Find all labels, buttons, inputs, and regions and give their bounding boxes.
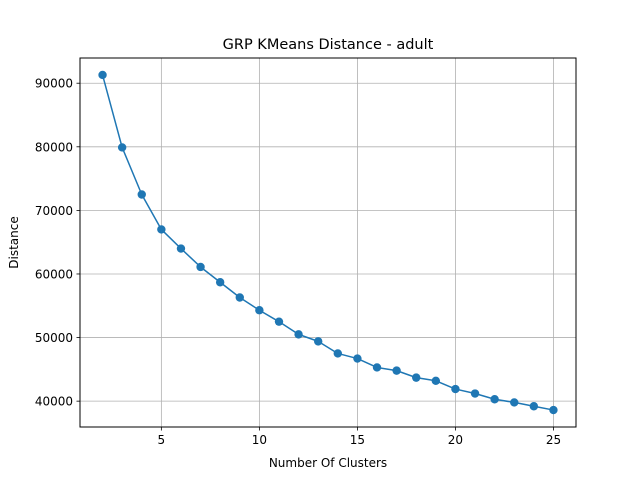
axis-ticks: 5 10 15 20 25 40000 50000 60000 70000 80000 90000 — [35, 77, 561, 447]
data-point — [529, 402, 539, 411]
data-point — [392, 366, 401, 375]
data-point — [176, 244, 186, 253]
y-tick-label: 50000 — [35, 331, 73, 345]
data-point — [235, 293, 244, 302]
data-point — [470, 389, 480, 398]
data-point — [274, 317, 284, 326]
data-point — [117, 143, 127, 152]
grid-lines — [80, 58, 576, 427]
y-tick-label: 60000 — [35, 267, 73, 281]
series-layer — [98, 70, 558, 415]
data-point — [137, 190, 146, 199]
y-tick-label: 40000 — [35, 395, 73, 409]
data-point — [451, 384, 460, 394]
data-point — [157, 225, 166, 234]
data-point — [294, 330, 303, 339]
data-point — [372, 363, 382, 372]
data-point — [255, 306, 264, 315]
data-point — [98, 70, 107, 80]
data-point — [549, 405, 558, 415]
x-tick-label: 25 — [546, 433, 561, 447]
data-point — [431, 376, 441, 385]
data-point — [215, 278, 225, 287]
x-tick-label: 10 — [252, 433, 267, 447]
data-point — [490, 395, 499, 404]
data-point — [333, 349, 342, 358]
chart-title: GRP KMeans Distance - adult — [223, 37, 434, 53]
data-point — [196, 262, 205, 272]
x-tick-label: 15 — [350, 433, 365, 447]
series-line — [101, 74, 555, 411]
y-tick-label: 70000 — [35, 204, 73, 218]
y-tick-label: 90000 — [35, 77, 73, 91]
x-tick-label: 20 — [448, 433, 463, 447]
y-tick-label: 80000 — [35, 140, 73, 154]
plot-area-frame — [79, 57, 577, 428]
x-axis-label: Number Of Clusters — [269, 456, 387, 470]
x-tick-label: 5 — [158, 433, 166, 447]
data-point — [412, 373, 421, 382]
data-point — [314, 337, 323, 346]
data-point — [353, 354, 362, 363]
data-point — [510, 398, 519, 407]
y-axis-label: Distance — [7, 216, 21, 268]
